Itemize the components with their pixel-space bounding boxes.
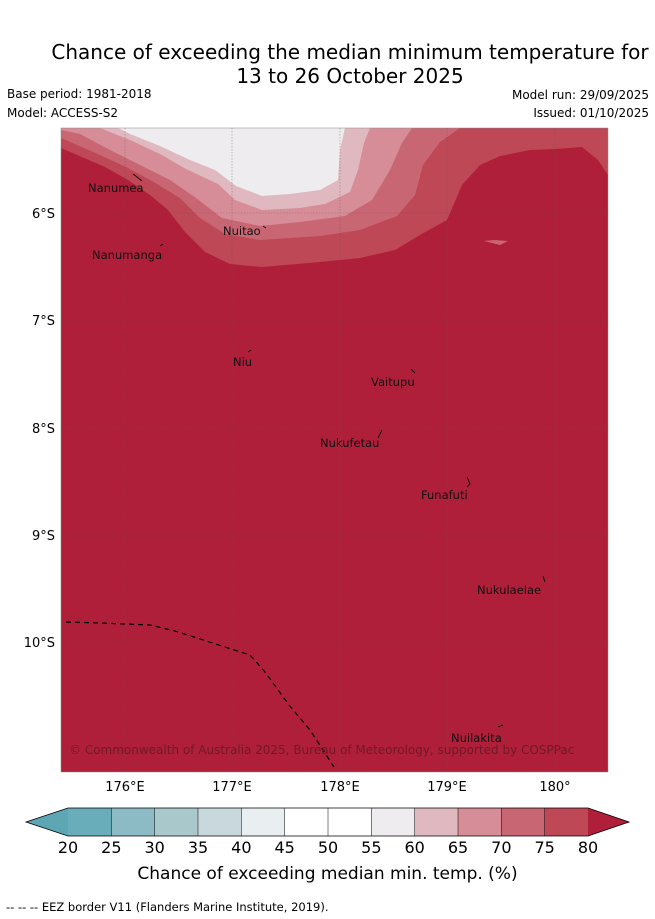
colorbar-bin <box>68 808 112 836</box>
lon-label: 180° <box>539 780 570 795</box>
colorbar-under-arrow <box>26 808 68 836</box>
place-label-nuitao: Nuitao <box>223 224 261 238</box>
probability-field <box>61 128 608 772</box>
colorbar-tick-label: 50 <box>317 838 339 857</box>
graticule <box>61 128 608 772</box>
lon-label: 176°E <box>105 780 145 795</box>
islands <box>132 173 546 728</box>
longitude-labels: 176°E 177°E 178°E 179°E 180° <box>105 780 570 795</box>
colorbar-tick-label: 40 <box>231 838 252 857</box>
colorbar-bin <box>328 808 372 836</box>
colorbar-bin <box>544 808 588 836</box>
model-run: Model run: 29/09/2025 <box>511 88 649 102</box>
place-label-nukulaelae: Nukulaelae <box>477 583 541 597</box>
colorbar-bin <box>414 808 458 836</box>
colorbar-bin <box>154 808 198 836</box>
place-label-nukufetau: Nukufetau <box>320 436 379 450</box>
place-label-vaitupu: Vaitupu <box>371 375 415 389</box>
lat-label: 6°S <box>32 207 55 222</box>
latitude-labels: 6°S 7°S 8°S 9°S 10°S <box>24 207 55 651</box>
colorbar-tick-label: 65 <box>447 838 469 857</box>
issued-date: Issued: 01/10/2025 <box>533 106 649 120</box>
lon-label: 179°E <box>427 780 467 795</box>
title-line-1: Chance of exceeding the median minimum t… <box>51 40 649 64</box>
lon-label: 177°E <box>212 780 252 795</box>
colorbar-bin <box>241 808 285 836</box>
colorbar-bin <box>458 808 502 836</box>
model-name: Model: ACCESS-S2 <box>7 106 119 120</box>
colorbar-tick-label: 55 <box>361 838 382 857</box>
colorbar-tick-label: 30 <box>144 838 165 857</box>
colorbar-bin <box>284 808 328 836</box>
place-labels: Nanumea Nuitao Nanumanga Niu Vaitupu Nuk… <box>88 181 541 745</box>
colorbar-bin <box>111 808 155 836</box>
colorbar-title: Chance of exceeding median min. temp. (%… <box>137 864 518 884</box>
colorbar-bin <box>371 808 415 836</box>
colorbar-over-arrow <box>588 808 629 836</box>
colorbar-tick-label: 60 <box>404 838 425 857</box>
colorbar-tick-label: 70 <box>491 838 512 857</box>
lat-label: 9°S <box>32 529 55 544</box>
place-label-nanumanga: Nanumanga <box>92 248 162 262</box>
place-label-nuilakita: Nuilakita <box>451 731 502 745</box>
copyright-notice: © Commonwealth of Australia 2025, Bureau… <box>69 743 574 757</box>
colorbar-tick-label: 35 <box>187 838 209 857</box>
colorbar-tick-label: 80 <box>577 838 599 857</box>
base-period: Base period: 1981-2018 <box>7 87 152 101</box>
chart-title: Chance of exceeding the median minimum t… <box>0 40 655 88</box>
colorbar-bin <box>198 808 242 836</box>
place-label-nanumea: Nanumea <box>88 181 144 195</box>
lat-label: 10°S <box>24 636 55 651</box>
lat-label: 8°S <box>32 422 55 437</box>
title-line-2: 13 to 26 October 2025 <box>236 64 464 88</box>
eez-border <box>65 621 335 768</box>
lat-label: 7°S <box>32 314 55 329</box>
colorbar-tick-label: 25 <box>101 838 122 857</box>
colorbar-tick-label: 75 <box>534 838 555 857</box>
colorbar <box>24 807 631 837</box>
place-label-niu: Niu <box>233 355 252 369</box>
colorbar-bin <box>501 808 545 836</box>
colorbar-tick-label: 20 <box>57 838 79 857</box>
lon-label: 178°E <box>320 780 360 795</box>
place-label-funafuti: Funafuti <box>421 488 468 502</box>
colorbar-tick-label: 45 <box>274 838 295 857</box>
eez-legend: -- -- -- EEZ border V11 (Flanders Marine… <box>6 900 329 914</box>
